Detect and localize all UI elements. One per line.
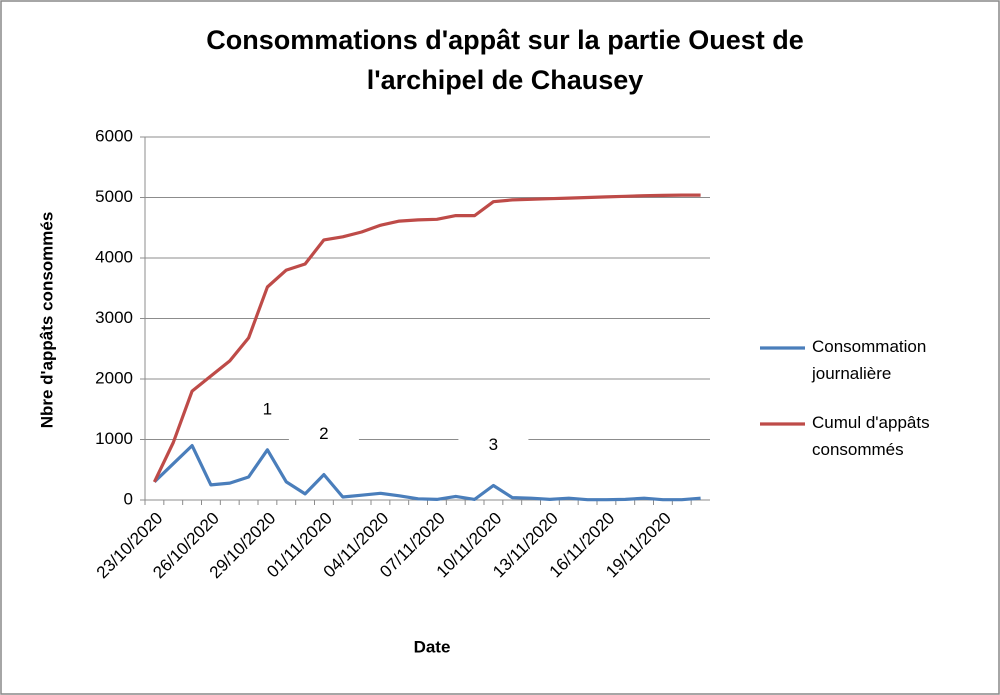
y-tick-label: 3000 — [95, 308, 133, 327]
annotation-bg — [458, 431, 529, 460]
y-tick-label: 4000 — [95, 247, 133, 266]
chart-title: l'archipel de Chausey — [367, 65, 644, 95]
legend-label: Cumul d'appâts consommés — [812, 413, 930, 459]
y-tick-label: 2000 — [95, 368, 133, 387]
legend-label: Consommation journalière — [811, 337, 926, 383]
y-axis-label: Nbre d'appâts consommés — [37, 212, 56, 429]
annotation: 3 — [489, 435, 498, 454]
annotation: 1 — [263, 399, 272, 418]
y-tick-label: 0 — [124, 489, 133, 508]
data-line — [152, 193, 701, 483]
y-tick-label: 5000 — [95, 187, 133, 206]
y-tick-label: 6000 — [95, 126, 133, 145]
annotation: 2 — [319, 424, 328, 443]
y-tick-label: 1000 — [95, 429, 133, 448]
x-axis-label: Date — [414, 637, 451, 656]
data-line — [153, 444, 701, 502]
annotation-bg — [288, 420, 359, 449]
annotation-bg — [232, 395, 303, 424]
chart-title: Consommations d'appât sur la partie Oues… — [206, 25, 804, 55]
